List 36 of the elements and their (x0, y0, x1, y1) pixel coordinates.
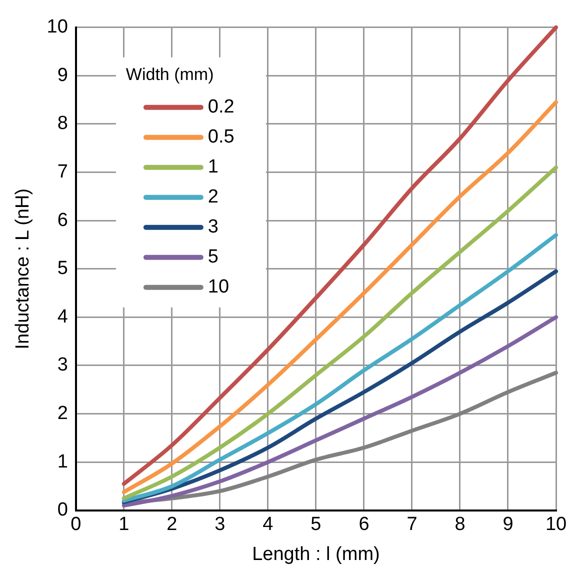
x-tick-label: 4 (262, 514, 274, 536)
line-series (122, 25, 558, 486)
y-tick-label: 8 (57, 113, 68, 134)
x-tick-label: 8 (454, 514, 466, 536)
x-tick-label: 0 (70, 514, 82, 536)
x-axis-title: Length : l (mm) (252, 544, 380, 565)
x-tick-label: 5 (310, 514, 322, 536)
legend-label: 3 (208, 216, 219, 238)
legend-label: 1 (208, 156, 219, 178)
y-tick-label: 9 (57, 64, 68, 86)
y-tick-label: 3 (57, 354, 68, 376)
x-tick-label: 6 (358, 514, 370, 536)
y-tick-label: 4 (57, 306, 68, 328)
y-tick-label: 5 (57, 258, 68, 280)
line-series (122, 315, 558, 508)
x-tick-label: 1 (118, 514, 130, 536)
line-series (122, 100, 558, 494)
x-tick-label: 9 (502, 514, 514, 536)
y-tick-label: 10 (46, 16, 68, 38)
legend-label: 0.2 (208, 96, 234, 118)
y-tick-label: 0 (57, 500, 68, 521)
x-tick-label: 10 (545, 514, 567, 536)
y-tick-label: 1 (57, 451, 68, 472)
y-tick-label: 6 (57, 210, 68, 231)
y-tick-label: 2 (57, 403, 68, 424)
legend-title: Width (mm) (126, 65, 214, 84)
legend-label: 5 (208, 246, 219, 268)
x-tick-label: 7 (406, 514, 418, 536)
legend-label: 10 (208, 276, 230, 298)
legend-label: 2 (208, 186, 219, 208)
legend-label: 0.5 (208, 126, 234, 148)
y-tick-label: 7 (57, 162, 68, 183)
x-tick-label: 3 (214, 514, 226, 536)
y-axis-title: Inductance : L (nH) (12, 188, 34, 350)
line-series (122, 370, 558, 506)
x-tick-label: 2 (166, 514, 178, 536)
